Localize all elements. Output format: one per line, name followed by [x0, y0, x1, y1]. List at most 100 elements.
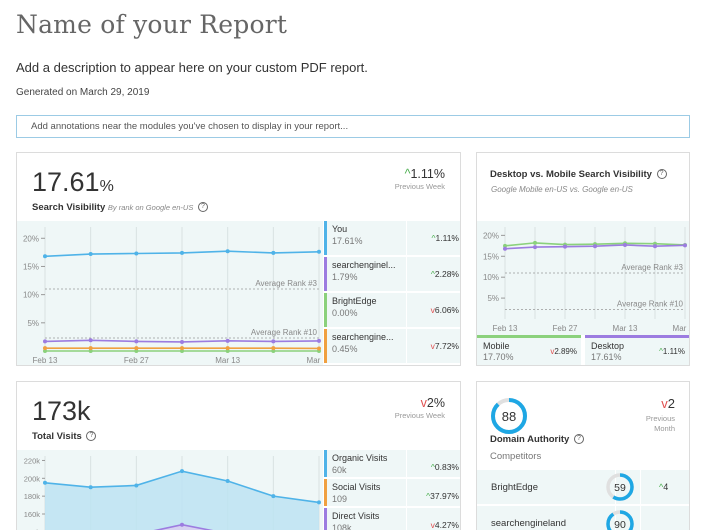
data-point — [533, 245, 537, 250]
data-point — [134, 346, 139, 351]
data-point — [317, 500, 321, 505]
sv-line-chart: 20% 15% 10% 5% Average Rank #3 Average Rank #… — [23, 227, 332, 365]
competitor-change-value: 4 — [663, 482, 669, 492]
series-area — [157, 524, 210, 530]
legend-item[interactable]: Organic Visits 60k ^0.83% — [324, 450, 460, 477]
reference-label: Average Rank #10 — [617, 299, 684, 308]
y-tick-label: 5% — [487, 294, 499, 303]
y-tick-label: 5% — [27, 319, 39, 328]
competitor-score: 59 — [614, 482, 626, 494]
data-point — [317, 346, 321, 351]
dm-mobile[interactable]: Mobile 17.70% v2.89% — [477, 335, 581, 365]
dm-sublabel: Google Mobile en-US vs. Google en-US — [491, 185, 633, 194]
legend-change: v6.06% — [431, 305, 459, 315]
divider — [406, 479, 407, 506]
arrow-down-icon: v — [430, 520, 435, 530]
ring-fill — [606, 473, 634, 501]
legend-item[interactable]: BrightEdge 0.00% v6.06% — [324, 293, 460, 327]
dm-chart-area: 20% 15% 10% 5% Average Rank #3 Average Rank #… — [477, 221, 689, 335]
legend-item[interactable]: searchenginel... 1.79% ^2.28% — [324, 257, 460, 291]
sv-unit: % — [99, 178, 114, 195]
legend-change-value: 4.27% — [434, 520, 459, 530]
x-tick-label: Mar 27 — [673, 324, 689, 333]
sv-label-text: Search Visibility — [32, 202, 106, 213]
arrow-up-icon: ^ — [404, 167, 411, 181]
x-tick-label: Feb 13 — [33, 356, 58, 365]
divider — [615, 506, 616, 530]
da-score-ring: 88 — [491, 398, 527, 434]
data-point — [317, 338, 321, 343]
legend-change-value: 37.97% — [430, 491, 459, 501]
sv-change: ^1.11% Previous Week — [395, 167, 445, 191]
help-icon[interactable]: ? — [573, 434, 584, 445]
legend-item[interactable]: You 17.61% ^1.11% — [324, 221, 460, 255]
dm-mobile-change: v2.89% — [550, 347, 577, 356]
legend-value: 17.61% — [332, 236, 363, 246]
data-point — [134, 349, 139, 353]
data-point — [88, 252, 93, 257]
da-change-period-1: Previous — [645, 414, 675, 423]
annotation-input[interactable]: Add annotations near the modules you've … — [16, 115, 690, 138]
competitor-row[interactable]: searchengineland 90 — [477, 506, 689, 530]
data-point — [88, 346, 93, 351]
legend-change: ^2.28% — [431, 269, 459, 279]
data-point — [43, 480, 47, 485]
competitor-row[interactable]: BrightEdge 59 ^4 — [477, 470, 689, 504]
help-icon[interactable]: ? — [197, 202, 208, 213]
data-point — [180, 522, 184, 527]
dm-title-text: Desktop vs. Mobile Search Visibility — [490, 169, 652, 180]
legend-item[interactable]: Direct Visits 108k v4.27% — [324, 508, 460, 530]
divider — [615, 470, 616, 504]
arrow-down-icon: v — [420, 396, 427, 410]
help-icon[interactable]: ? — [656, 169, 667, 180]
domain-authority-module: 88 Domain Authority ? Competitors v2 Pre… — [476, 381, 690, 530]
dm-desktop[interactable]: Desktop 17.61% ^1.11% — [585, 335, 689, 365]
help-icon[interactable]: ? — [86, 431, 97, 442]
data-point — [225, 249, 230, 254]
dm-line-chart: 20% 15% 10% 5% Average Rank #3 Average Rank #… — [483, 227, 689, 333]
report-description[interactable]: Add a description to appear here on your… — [16, 60, 368, 75]
tv-label-text: Total Visits — [32, 431, 82, 442]
x-tick-label: Feb 27 — [553, 324, 578, 333]
legend-change: ^0.83% — [431, 462, 459, 472]
arrow-up-icon: ^ — [659, 482, 664, 492]
sv-number: 17.61 — [32, 167, 100, 197]
dm-title: Desktop vs. Mobile Search Visibility ? — [490, 169, 667, 180]
x-tick-label: Feb 13 — [493, 324, 518, 333]
sv-chart-area: 20% 15% 10% 5% Average Rank #3 Average Rank #… — [17, 221, 332, 365]
data-point — [225, 349, 230, 353]
da-ring-fill — [491, 398, 527, 434]
data-point — [225, 478, 230, 483]
divider — [406, 257, 407, 291]
divider — [406, 329, 407, 363]
legend-item[interactable]: searchengine... 0.45% v7.72% — [324, 329, 460, 363]
legend-name: searchengine... — [332, 332, 394, 342]
arrow-up-icon: ^ — [430, 269, 435, 279]
tv-change-value: 2% — [426, 396, 445, 410]
data-point — [43, 346, 47, 351]
data-point — [180, 339, 184, 344]
data-point — [653, 244, 657, 249]
competitors-label: Competitors — [490, 451, 542, 462]
reference-label: Average Rank #3 — [255, 279, 317, 288]
y-tick-label: 200k — [24, 474, 41, 483]
legend-name: searchenginel... — [332, 260, 396, 270]
data-point — [271, 250, 276, 255]
dm-mobile-value: 17.70% — [483, 352, 514, 362]
legend-change: v4.27% — [431, 520, 459, 530]
legend-item[interactable]: Social Visits 109 ^37.97% — [324, 479, 460, 506]
x-tick-label: Mar 27 — [307, 356, 323, 365]
data-point — [43, 339, 47, 344]
reference-label: Average Rank #10 — [251, 328, 318, 337]
legend-value: 108k — [332, 523, 352, 530]
sv-sublabel: By rank on Google en-US — [107, 203, 194, 212]
arrow-down-icon: v — [430, 305, 435, 315]
y-tick-label: 10% — [483, 273, 499, 282]
data-point — [623, 242, 627, 247]
data-point — [271, 494, 276, 499]
ring-fill — [606, 510, 634, 530]
data-point — [43, 254, 47, 259]
dm-desktop-value: 17.61% — [591, 352, 622, 362]
legend-name: Social Visits — [332, 482, 381, 492]
report-title[interactable]: Name of your Report — [16, 10, 288, 39]
